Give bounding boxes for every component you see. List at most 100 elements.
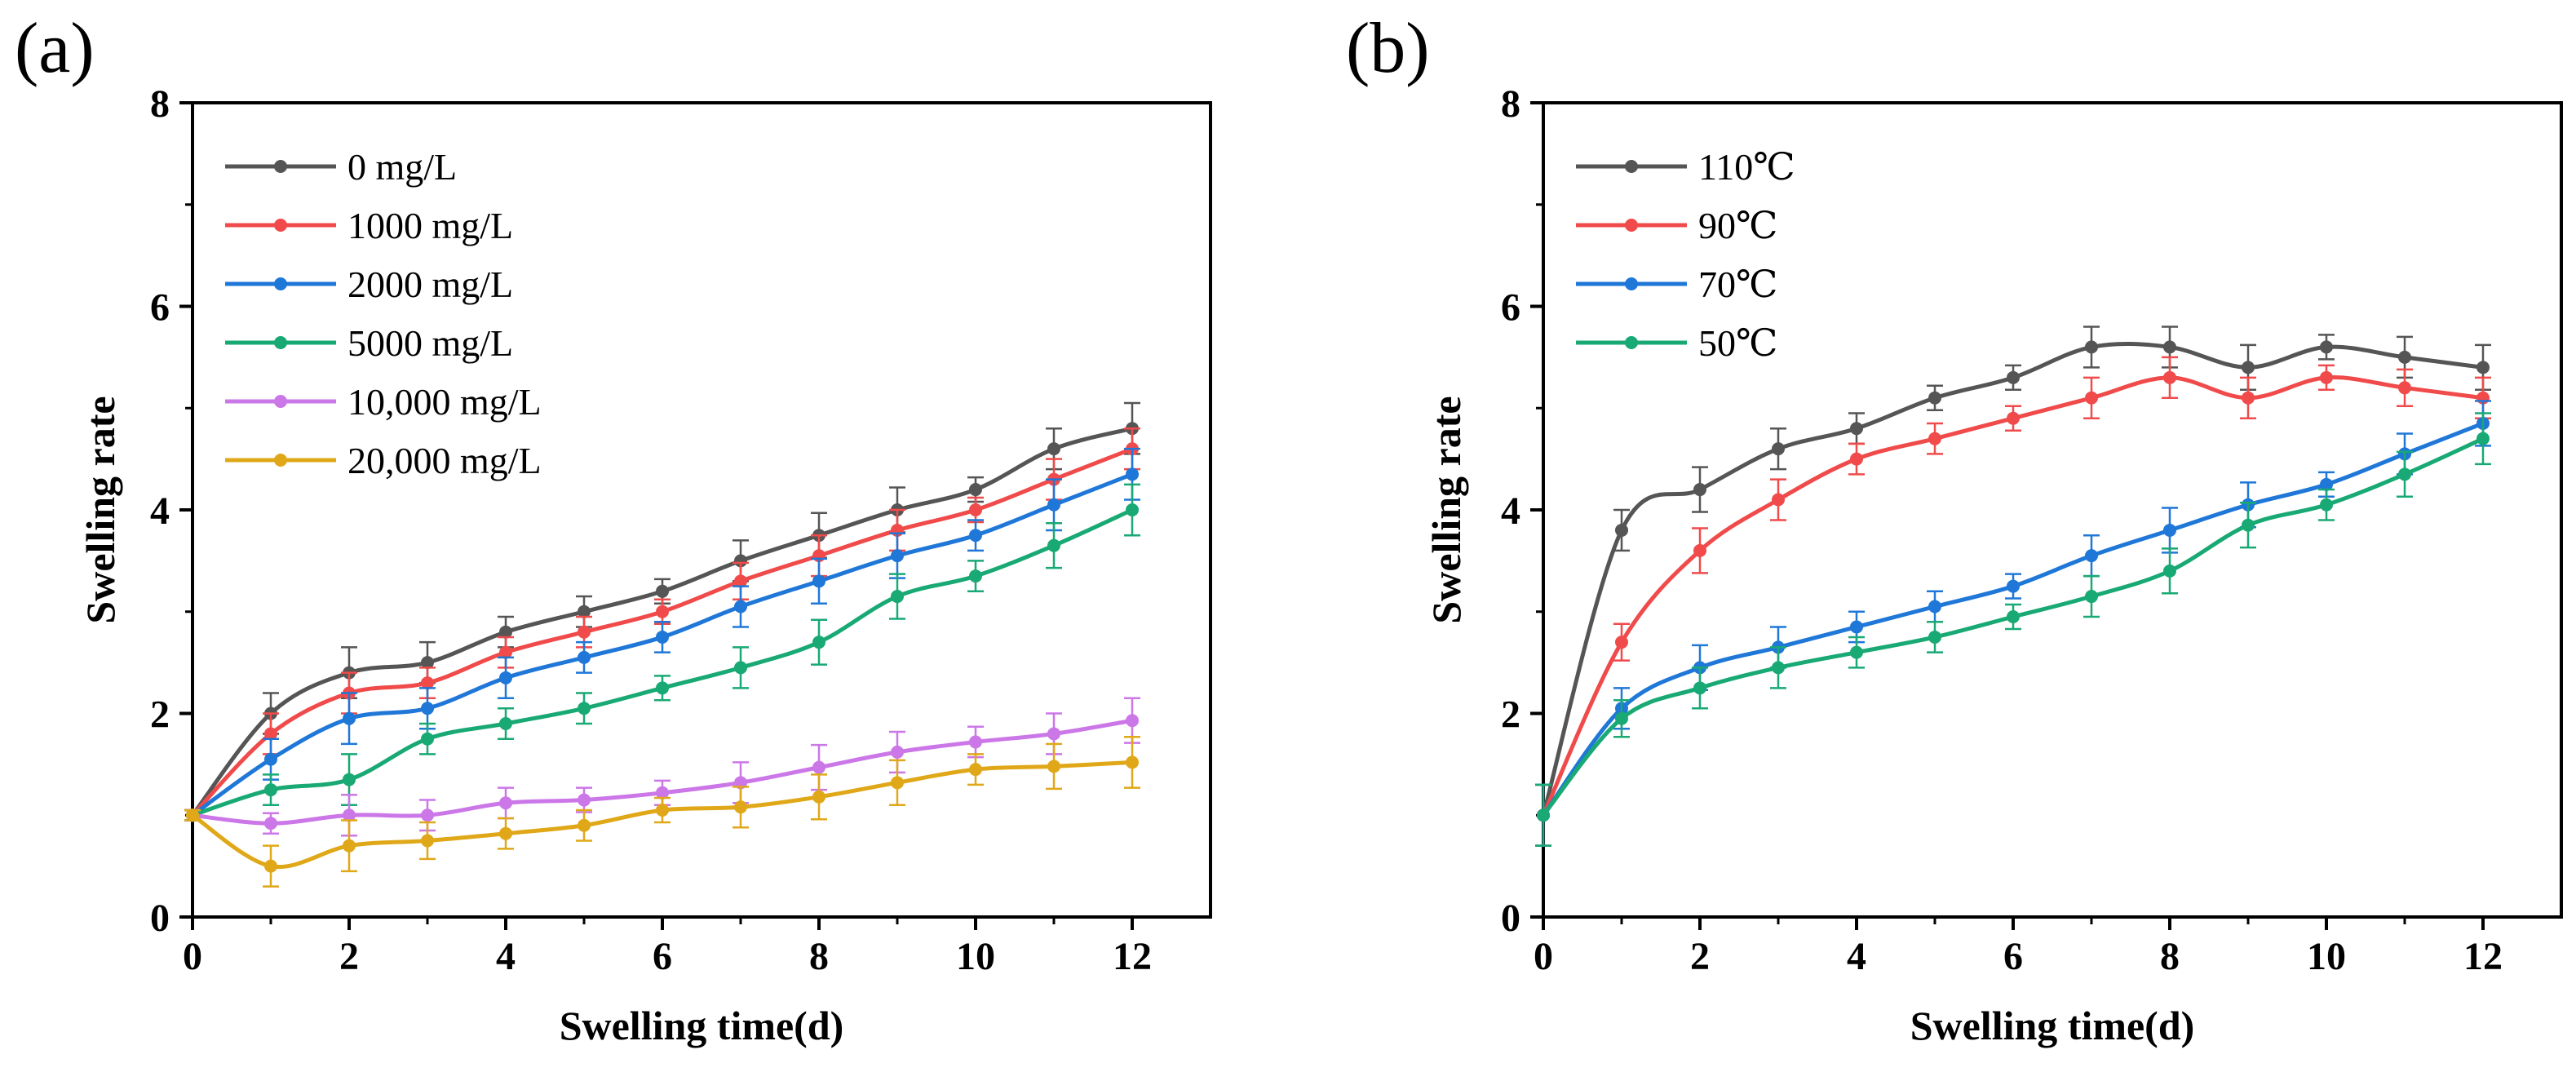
data-point [578,818,591,832]
data-point [264,752,277,766]
data-point [891,776,904,790]
data-point [1047,760,1060,773]
legend-swatch-marker [274,277,287,290]
data-point [969,735,982,749]
data-point [1850,452,1863,466]
legend-label: 70℃ [1698,264,1777,305]
y-axis-title: Swelling rate [1423,396,1469,623]
series-line [1541,375,2484,817]
data-point [421,732,434,746]
data-point [421,702,434,715]
x-tick-label: 12 [2463,935,2503,978]
data-point [578,625,591,639]
data-point [2163,340,2176,354]
x-tick-label: 4 [496,935,516,978]
series-3 [184,483,1140,822]
data-point [2163,523,2176,537]
data-point [186,808,199,822]
data-point [1047,538,1060,552]
data-point [264,727,277,741]
data-point [343,808,356,822]
legend-label: 50℃ [1698,322,1777,364]
x-tick-label: 6 [2003,935,2023,978]
data-point [1126,755,1139,769]
data-point [734,800,747,814]
data-point [891,549,904,563]
data-point [499,671,512,684]
x-tick-label: 2 [339,935,359,978]
data-point [656,605,669,618]
legend-swatch-marker [274,454,287,467]
y-tick-label: 8 [1501,82,1520,126]
legend-label: 2000 mg/L [347,264,513,305]
legend-label: 10,000 mg/L [347,381,542,423]
data-point [734,574,747,588]
data-point [2476,432,2490,445]
data-point [1928,432,1941,445]
data-point [499,645,512,659]
x-tick-label: 12 [1113,935,1152,978]
data-point [2398,467,2411,481]
data-point [969,529,982,543]
data-point [1693,543,1706,557]
data-point [812,790,825,804]
y-tick-label: 6 [1501,286,1520,330]
data-point [1047,727,1060,741]
data-point [656,630,669,644]
data-point [656,584,669,598]
data-point [499,826,512,840]
data-point [2242,361,2255,374]
data-point [969,503,982,516]
data-point [1928,600,1941,614]
y-tick-label: 4 [150,489,170,533]
plot-frame [1542,101,2563,919]
data-point [734,661,747,675]
legend-swatch-marker [1625,277,1638,290]
data-point [969,569,982,583]
x-tick-label: 0 [1534,935,1553,978]
data-point [1615,523,1628,537]
data-point [2007,609,2020,623]
data-point [1126,467,1139,481]
data-point [499,716,512,730]
data-point [812,760,825,774]
data-point [1772,442,1785,456]
data-point [578,650,591,664]
data-point [2007,370,2020,384]
legend-label: 110℃ [1698,146,1795,188]
data-point [1537,808,1550,822]
x-tick-label: 4 [1847,935,1866,978]
y-tick-label: 2 [1501,693,1520,737]
data-point [499,796,512,810]
data-point [2398,381,2411,395]
series-5 [184,735,1140,888]
series-3 [1535,412,2491,847]
data-point [2476,361,2490,374]
x-tick-label: 10 [2307,935,2346,978]
data-point [1850,620,1863,634]
x-axis-title: Swelling time(d) [560,1003,844,1048]
chart-panel-b: (b) 0 2 4 6 8 10 12 0 2 4 6 8 Swelling time(d) Swellin… [1346,9,2563,1048]
legend-swatch-marker [1625,160,1638,173]
data-point [343,711,356,725]
legend-label: 0 mg/L [347,146,457,188]
legend-label: 90℃ [1698,205,1777,246]
data-point [2242,518,2255,532]
data-point [499,625,512,639]
series-4 [184,697,1140,837]
legend-label: 5000 mg/L [347,322,513,364]
data-point [578,605,591,618]
y-tick-label: 8 [150,82,170,126]
data-point [1928,630,1941,644]
data-point [1928,391,1941,405]
data-point [2398,350,2411,364]
data-point [1772,661,1785,675]
data-point [1772,493,1785,507]
data-point [264,783,277,797]
data-point [2007,411,2020,425]
data-point [1850,422,1863,436]
x-tick-label: 10 [956,935,995,978]
data-point [734,554,747,568]
data-point [421,656,434,670]
legend-label: 20,000 mg/L [347,440,542,481]
